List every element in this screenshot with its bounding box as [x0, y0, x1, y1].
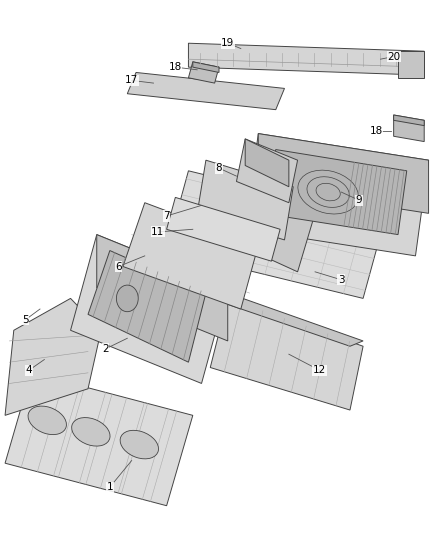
Polygon shape: [188, 62, 219, 83]
Ellipse shape: [28, 406, 67, 434]
Polygon shape: [228, 181, 315, 272]
Polygon shape: [245, 139, 289, 187]
Polygon shape: [88, 251, 206, 362]
Polygon shape: [245, 134, 428, 256]
Polygon shape: [166, 197, 280, 261]
Polygon shape: [166, 171, 385, 298]
Polygon shape: [5, 373, 193, 506]
Circle shape: [117, 285, 138, 312]
Polygon shape: [210, 293, 363, 346]
Polygon shape: [123, 203, 258, 309]
Text: 18: 18: [370, 126, 383, 136]
Text: 7: 7: [163, 211, 170, 221]
Text: 18: 18: [169, 62, 182, 72]
Text: 3: 3: [338, 275, 345, 285]
Polygon shape: [210, 298, 363, 410]
Polygon shape: [71, 235, 228, 383]
Text: 6: 6: [115, 262, 122, 271]
Polygon shape: [263, 150, 407, 235]
Text: 9: 9: [355, 195, 362, 205]
Text: 20: 20: [387, 52, 400, 61]
Text: 1: 1: [106, 482, 113, 492]
Text: 19: 19: [221, 38, 234, 48]
Polygon shape: [394, 115, 424, 126]
Text: 4: 4: [26, 365, 32, 375]
Polygon shape: [193, 62, 219, 72]
Ellipse shape: [72, 417, 110, 446]
Polygon shape: [398, 51, 424, 78]
Text: 8: 8: [215, 163, 223, 173]
Polygon shape: [97, 235, 228, 341]
Polygon shape: [394, 115, 424, 142]
Text: 12: 12: [313, 365, 326, 375]
Polygon shape: [197, 160, 293, 240]
Polygon shape: [188, 43, 424, 75]
Text: 11: 11: [151, 227, 165, 237]
Ellipse shape: [120, 430, 159, 459]
Polygon shape: [5, 298, 101, 415]
Polygon shape: [127, 72, 285, 110]
Text: 2: 2: [102, 344, 109, 354]
Polygon shape: [237, 139, 297, 203]
Text: 17: 17: [125, 76, 138, 85]
Text: 5: 5: [22, 314, 29, 325]
Polygon shape: [258, 134, 428, 213]
